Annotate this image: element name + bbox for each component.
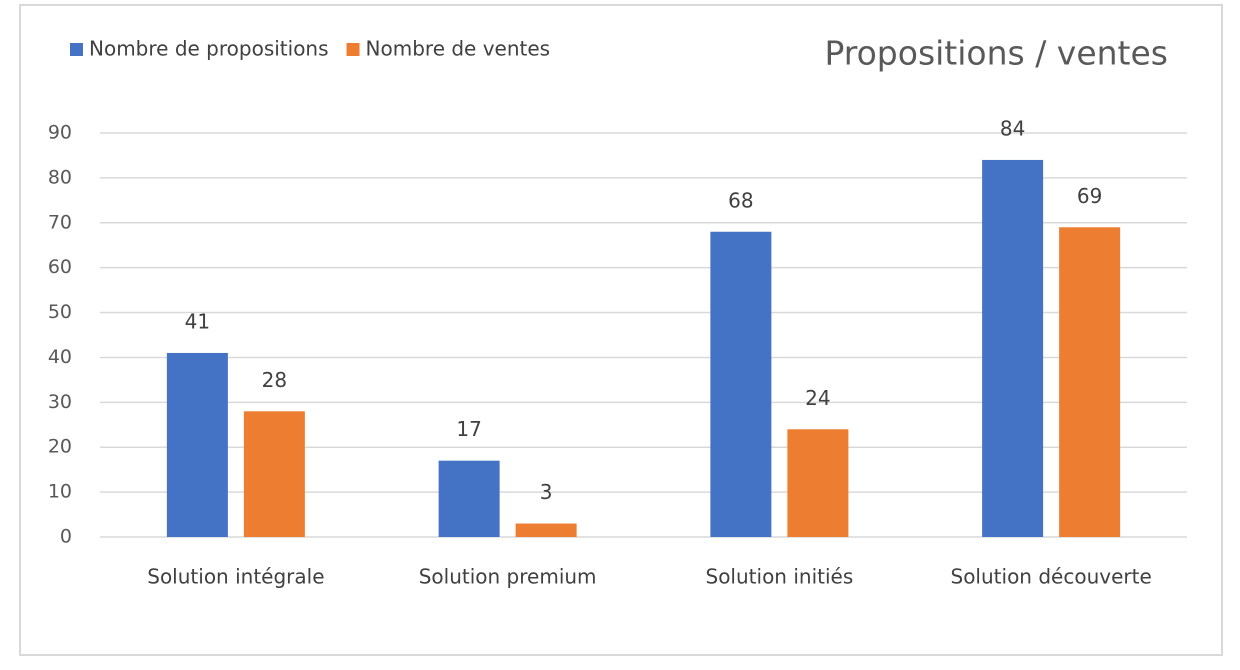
y-tick-label: 50 <box>48 301 72 323</box>
x-tick-label: Solution découverte <box>951 565 1152 589</box>
y-tick-label: 40 <box>48 346 72 368</box>
chart-title: Propositions / ventes <box>824 34 1168 73</box>
data-label: 41 <box>185 309 210 333</box>
data-label: 28 <box>262 368 287 392</box>
x-tick-label: Solution premium <box>419 565 597 589</box>
bar <box>166 352 228 537</box>
y-tick-label: 30 <box>48 391 72 413</box>
legend-label: Nombre de propositions <box>89 37 329 61</box>
bar <box>787 429 849 537</box>
y-tick-label: 10 <box>48 481 72 503</box>
y-tick-label: 90 <box>48 122 72 144</box>
data-label: 84 <box>1000 116 1025 140</box>
y-tick-label: 0 <box>60 526 72 548</box>
y-tick-label: 80 <box>48 166 72 188</box>
bar <box>515 523 577 537</box>
data-label: 3 <box>540 480 553 504</box>
bar <box>243 411 305 537</box>
bar <box>438 460 500 537</box>
data-label: 68 <box>728 188 753 212</box>
data-label: 17 <box>456 417 481 441</box>
data-label: 24 <box>805 386 830 410</box>
y-tick-label: 20 <box>48 436 72 458</box>
bar <box>982 159 1044 537</box>
legend-swatch <box>346 43 360 56</box>
y-tick-label: 60 <box>48 256 72 278</box>
legend-swatch <box>70 43 83 56</box>
legend-label: Nombre de ventes <box>366 37 551 61</box>
x-tick-label: Solution initiés <box>706 565 854 589</box>
data-label: 69 <box>1077 184 1102 208</box>
bar <box>1059 227 1121 537</box>
bar <box>710 231 772 537</box>
x-tick-label: Solution intégrale <box>147 565 324 589</box>
y-tick-label: 70 <box>48 211 72 233</box>
